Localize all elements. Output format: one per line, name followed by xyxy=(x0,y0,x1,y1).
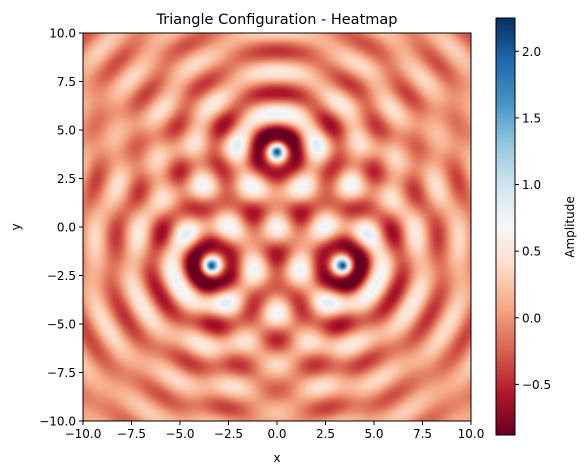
y-tick-label: −10.0 xyxy=(39,415,76,429)
chart-title: Triangle Configuration - Heatmap xyxy=(156,12,398,28)
x-tick-label: −7.5 xyxy=(117,427,146,441)
colorbar-tick-label: 1.5 xyxy=(522,111,541,125)
colorbar-gradient xyxy=(496,18,515,435)
colorbar-label: Amplitude xyxy=(563,196,577,258)
y-axis-ticks: −10.0 −7.5 −5.0 −2.5 0.0 2.5 5.0 7.5 10.0 xyxy=(39,27,83,429)
y-tick-label: −7.5 xyxy=(47,366,76,380)
colorbar-frame xyxy=(495,17,516,436)
colorbar-tick-label: 0.0 xyxy=(522,311,541,325)
y-tick-label: 7.5 xyxy=(57,75,76,89)
heatmap-image xyxy=(83,33,471,421)
colorbar-tick-label: 2.0 xyxy=(522,45,541,59)
x-tick-label: 0.0 xyxy=(267,427,286,441)
x-axis-label: x xyxy=(273,451,280,465)
x-tick-label: 5.0 xyxy=(364,427,383,441)
x-tick-label: 7.5 xyxy=(413,427,432,441)
y-tick-label: 0.0 xyxy=(57,221,76,235)
x-axis-ticks: −10.0 −7.5 −5.0 −2.5 0.0 2.5 5.0 7.5 10.0 xyxy=(65,421,485,441)
x-tick-label: 10.0 xyxy=(458,427,485,441)
plot-area: −10.0 −7.5 −5.0 −2.5 0.0 2.5 5.0 7.5 10.0 −10.0−… xyxy=(39,27,484,442)
y-tick-label: 5.0 xyxy=(57,124,76,138)
x-tick-label: −5.0 xyxy=(165,427,194,441)
y-tick-label: 2.5 xyxy=(57,172,76,186)
colorbar-tick-label: 1.0 xyxy=(522,178,541,192)
x-tick-label: −10.0 xyxy=(65,427,102,441)
y-axis-label: y xyxy=(9,223,23,230)
colorbar-tick-label: −0.5 xyxy=(522,378,551,392)
colorbar-ticks: −0.5 0.0 0.5 1.0 1.5 2.0 xyxy=(515,45,551,392)
x-tick-label: 2.5 xyxy=(316,427,335,441)
y-tick-label: −5.0 xyxy=(47,318,76,332)
y-tick-label: −2.5 xyxy=(47,269,76,283)
x-tick-label: −2.5 xyxy=(214,427,243,441)
colorbar: −0.5 0.0 0.5 1.0 1.5 2.0 Amplitude xyxy=(495,17,577,436)
y-tick-label: 10.0 xyxy=(49,27,76,41)
colorbar-tick-label: 0.5 xyxy=(522,245,541,259)
